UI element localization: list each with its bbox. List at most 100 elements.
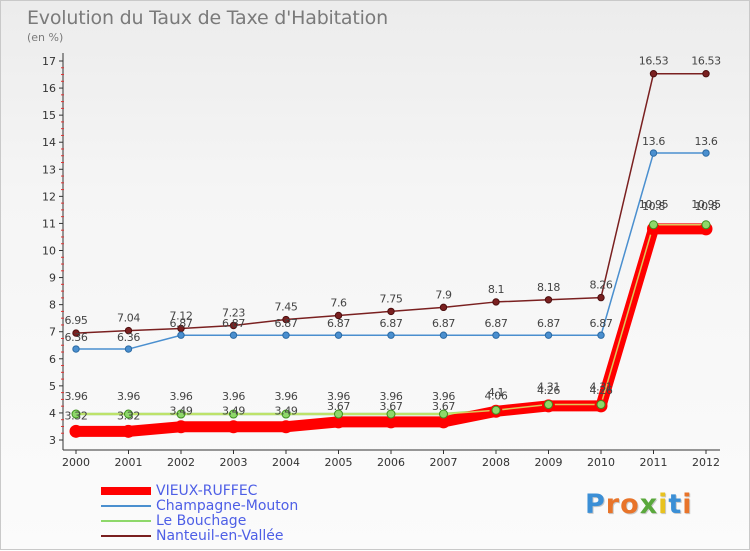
data-point [279,420,293,434]
x-tick-label: 2007 [430,456,458,469]
y-tick-label: 4 [49,407,56,420]
data-point [229,331,238,339]
x-tick-label: 2002 [167,456,195,469]
y-tick-label: 7 [49,326,56,339]
logo-letter: r [605,489,621,520]
data-label: 3.67 [380,400,403,413]
data-point [439,303,448,312]
data-label: 6.87 [485,317,508,330]
logo-letter: x [639,489,659,520]
y-tick-label: 15 [42,109,56,122]
data-point [544,331,553,339]
data-point [229,321,238,330]
x-tick-label: 2009 [535,456,563,469]
data-label: 6.87 [222,317,245,330]
data-point [702,70,710,78]
data-label: 6.87 [432,317,455,330]
x-tick-label: 2010 [587,456,615,469]
x-tick-label: 2006 [377,456,405,469]
data-point [596,400,606,410]
data-label: 3.67 [432,400,455,413]
data-label: 13.6 [695,135,718,148]
data-label: 10.8 [695,200,718,213]
data-label: 8.18 [537,281,560,294]
data-label: 6.87 [380,317,403,330]
y-tick-label: 8 [49,299,56,312]
data-point [439,331,448,339]
y-tick-label: 13 [42,163,56,176]
legend-swatch [101,520,151,522]
data-label: 6.87 [170,317,193,330]
data-point [334,331,343,339]
data-label: 7.23 [222,306,245,319]
data-point [649,70,658,78]
chart-title: Evolution du Taux de Taxe d'Habitation [27,7,388,29]
data-label: 4.26 [590,384,613,397]
data-point [649,149,658,157]
data-label: 16.53 [639,55,669,68]
data-point [649,220,658,230]
data-point [597,293,605,302]
data-point [387,307,395,316]
data-point [701,220,711,230]
data-point [174,420,188,434]
data-label: 13.6 [642,135,665,148]
data-label: 3.49 [222,405,245,418]
data-point [69,424,83,438]
y-tick-label: 11 [42,217,56,230]
data-label: 6.87 [327,317,350,330]
data-point [281,409,291,419]
data-label: 6.87 [537,317,560,330]
legend-swatch [101,535,151,537]
data-label: 6.87 [275,317,298,330]
y-tick-label: 9 [49,272,56,285]
data-point [282,331,290,339]
logo-letter: P [585,489,606,520]
data-point [544,400,553,410]
data-label: 3.49 [275,405,298,418]
data-point [334,409,343,419]
data-label: 7.75 [380,292,403,305]
data-label: 3.96 [380,390,403,403]
x-tick-label: 2012 [692,456,720,469]
data-label: 7.12 [170,309,193,322]
y-tick-label: 6 [49,353,56,366]
x-tick-label: 2005 [325,456,353,469]
x-tick-label: 2008 [482,456,510,469]
data-label: 7.04 [117,312,140,325]
data-label: 3.96 [327,390,350,403]
data-point [229,409,238,419]
data-label: 16.53 [691,55,721,68]
y-tick-label: 5 [49,380,56,393]
data-point [334,311,343,320]
data-point [124,345,133,353]
data-point [282,315,290,324]
data-label: 3.96 [170,390,193,403]
data-label: 3.96 [432,390,455,403]
y-tick-label: 10 [42,245,56,258]
data-label: 6.36 [117,331,140,344]
data-point [492,298,500,306]
x-tick-label: 2000 [62,456,90,469]
data-label: 7.45 [275,301,298,314]
data-label: 3.96 [222,390,245,403]
logo-letter: o [620,489,640,520]
data-label: 3.96 [275,390,298,403]
data-label: 3.67 [327,400,350,413]
legend-label: VIEUX-RUFFEC [156,483,258,499]
data-point [72,329,80,337]
data-label: 6.95 [65,314,88,327]
data-point [227,420,240,434]
data-label: 6.87 [590,317,613,330]
data-point [597,331,605,339]
data-label: 3.96 [117,390,140,403]
data-label: 4.31 [590,381,613,394]
data-label: 3.49 [170,405,193,418]
legend-swatch [101,505,151,507]
data-point [71,409,81,419]
data-point [544,296,553,304]
x-tick-label: 2001 [115,456,143,469]
data-label: 7.9 [435,288,452,301]
data-label: 4.06 [485,389,508,402]
